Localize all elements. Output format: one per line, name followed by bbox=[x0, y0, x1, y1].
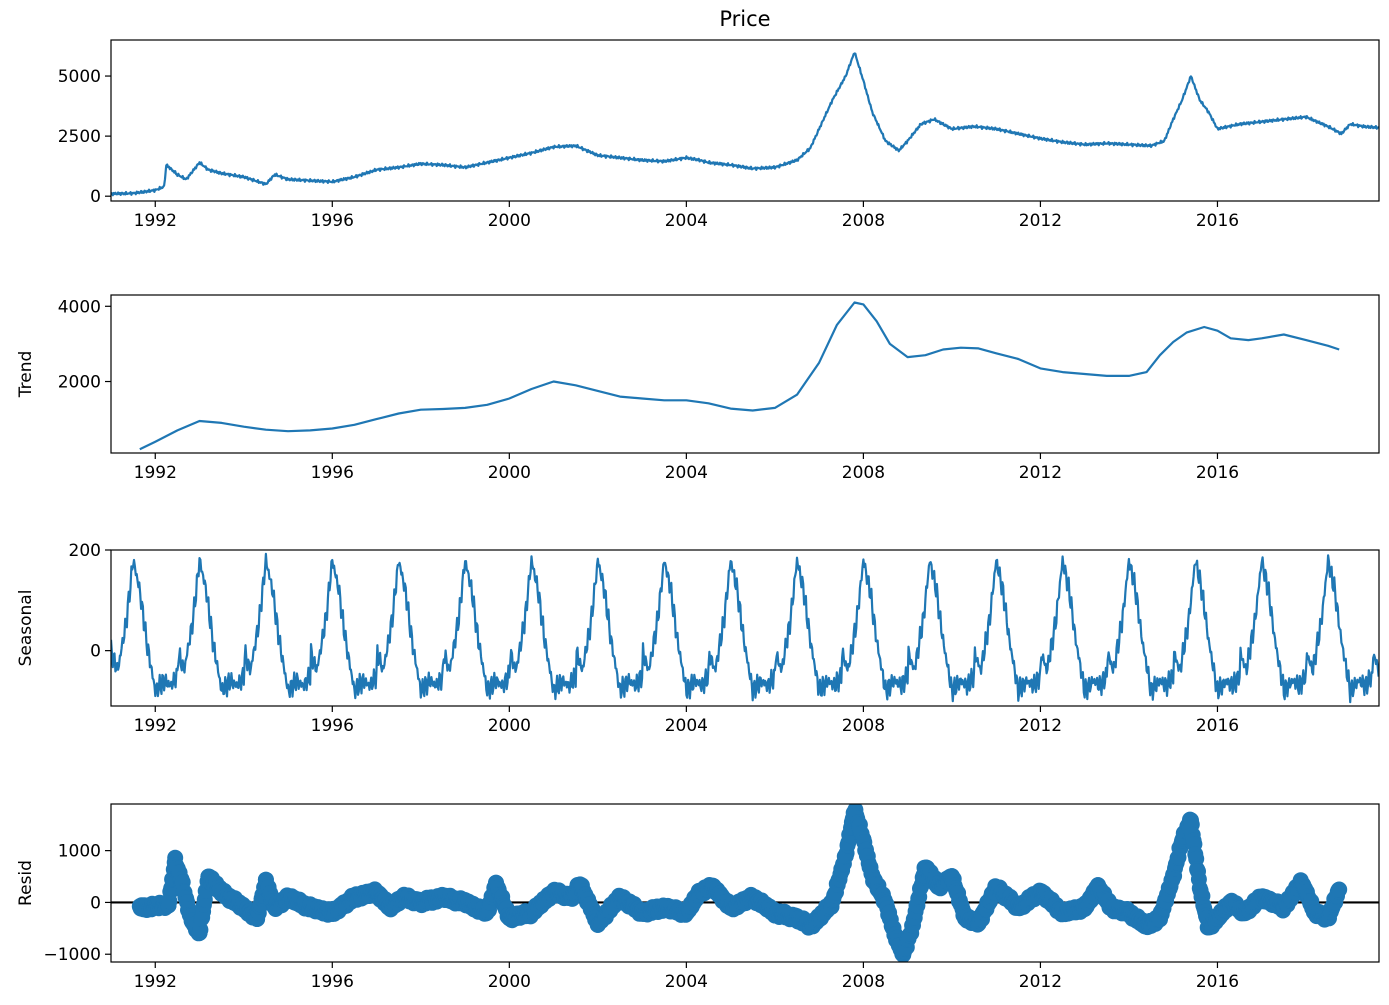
resid-y-tick-label: −1000 bbox=[43, 945, 101, 965]
price-x-tick-label: 2016 bbox=[1196, 211, 1239, 231]
figure-title: Price bbox=[719, 7, 770, 31]
seasonal-x-tick-label: 2008 bbox=[842, 716, 885, 736]
seasonal-x-tick-label: 2000 bbox=[488, 716, 531, 736]
seasonal-x-tick-label: 1996 bbox=[311, 716, 354, 736]
trend-x-tick-label: 2012 bbox=[1019, 463, 1062, 483]
price-series-line bbox=[111, 52, 1379, 197]
price-frame bbox=[110, 39, 1380, 202]
resid-y-axis-label: Resid bbox=[16, 860, 36, 906]
resid-y-tick-label: 0 bbox=[90, 893, 101, 913]
seasonal-x-tick-label: 2012 bbox=[1019, 716, 1062, 736]
price-y-tick-label: 5000 bbox=[58, 67, 101, 87]
trend-x-tick-label: 1996 bbox=[311, 463, 354, 483]
seasonal-plot-area bbox=[111, 552, 1379, 704]
seasonal-y-axis-label: Seasonal bbox=[16, 590, 36, 667]
price-x-tick-label: 1996 bbox=[311, 211, 354, 231]
resid-y-tick-label: 1000 bbox=[58, 842, 101, 862]
price-plot-area bbox=[111, 52, 1379, 197]
seasonal-y-tick-label: 200 bbox=[69, 541, 101, 561]
price-x-tick-label: 2004 bbox=[665, 211, 708, 231]
resid-x-tick-label: 2008 bbox=[842, 972, 885, 992]
trend-x-tick-label: 2004 bbox=[665, 463, 708, 483]
seasonal-panel: 1992 1996 2000 2004 2008 2012 2016 0 200 Seasonal bbox=[16, 541, 1380, 736]
seasonal-x-tick-label: 2016 bbox=[1196, 716, 1239, 736]
resid-panel: 1992 1996 2000 2004 2008 2012 2016 −1000 0 1000 Re… bbox=[16, 803, 1380, 992]
price-panel: 1992 1996 2000 2004 2008 2012 2016 0 2500 5000 bbox=[58, 39, 1380, 231]
resid-x-tick-label: 2016 bbox=[1196, 972, 1239, 992]
price-y-tick-label: 2500 bbox=[58, 127, 101, 147]
resid-x-tick-label: 1992 bbox=[134, 972, 177, 992]
trend-plot-area bbox=[139, 301, 1340, 451]
trend-x-tick-label: 1992 bbox=[134, 463, 177, 483]
seasonal-frame bbox=[110, 549, 1380, 707]
price-x-tick-label: 2000 bbox=[488, 211, 531, 231]
trend-x-tick-label: 2008 bbox=[842, 463, 885, 483]
trend-series-line bbox=[139, 301, 1340, 451]
trend-y-tick-label: 2000 bbox=[58, 373, 101, 393]
seasonal-y-tick-label: 0 bbox=[90, 642, 101, 662]
seasonal-x-tick-label: 1992 bbox=[134, 716, 177, 736]
price-x-tick-label: 2012 bbox=[1019, 211, 1062, 231]
price-x-tick-label: 1992 bbox=[134, 211, 177, 231]
trend-panel: 1992 1996 2000 2004 2008 2012 2016 2000 4000 Tren… bbox=[16, 294, 1380, 483]
trend-x-tick-label: 2016 bbox=[1196, 463, 1239, 483]
resid-point bbox=[1331, 881, 1348, 898]
price-x-tick-label: 2008 bbox=[842, 211, 885, 231]
resid-x-tick-label: 2000 bbox=[488, 972, 531, 992]
resid-plot-area bbox=[111, 804, 1379, 962]
price-y-tick-label: 0 bbox=[90, 187, 101, 207]
trend-frame bbox=[110, 294, 1380, 454]
resid-x-tick-label: 2004 bbox=[665, 972, 708, 992]
seasonal-x-tick-label: 2004 bbox=[665, 716, 708, 736]
trend-y-axis-label: Trend bbox=[16, 351, 36, 399]
resid-x-tick-label: 2012 bbox=[1019, 972, 1062, 992]
resid-frame bbox=[110, 803, 1380, 963]
resid-x-tick-label: 1996 bbox=[311, 972, 354, 992]
seasonal-series-line bbox=[111, 552, 1379, 704]
trend-x-tick-label: 2000 bbox=[488, 463, 531, 483]
trend-y-tick-label: 4000 bbox=[58, 297, 101, 317]
